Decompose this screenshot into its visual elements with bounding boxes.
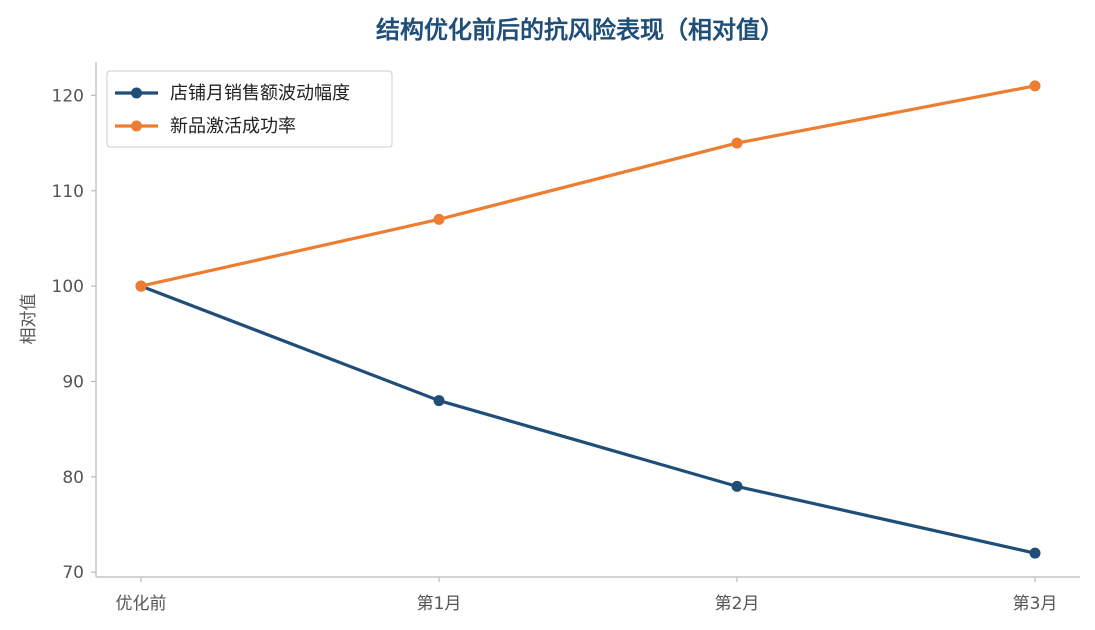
data-point [433, 395, 445, 407]
legend-frame [106, 70, 393, 148]
legend-marker [131, 120, 142, 132]
legend-label: 店铺月销售额波动幅度 [170, 83, 350, 104]
tick-labels: 70 80 90 100 110 120 优化前 第1月 第2月 第3月 [52, 86, 1058, 614]
y-tick-label: 100 [52, 277, 84, 297]
series-1 [135, 280, 1041, 559]
data-point [1029, 547, 1041, 559]
legend-marker [131, 87, 142, 99]
series-2 [135, 80, 1041, 292]
legend-entry: 新品激活成功率 [115, 116, 296, 137]
y-axis-label: 相对值 [19, 294, 39, 345]
data-point [135, 280, 147, 292]
chart-title: 结构优化前后的抗风险表现（相对值） [376, 16, 784, 44]
data-point [1029, 80, 1041, 92]
y-tick-label: 120 [52, 86, 84, 106]
x-tick-label: 第3月 [1013, 594, 1058, 614]
axes [95, 62, 1080, 578]
x-tick-label: 第2月 [715, 594, 760, 614]
series-lines [135, 80, 1041, 559]
data-point [433, 213, 445, 225]
series-line [139, 284, 1037, 555]
x-tick-label: 第1月 [417, 594, 462, 614]
x-tick-label: 优化前 [116, 594, 167, 614]
y-tick-label: 80 [62, 468, 84, 488]
y-tick-label: 70 [62, 563, 84, 583]
legend-label: 新品激活成功率 [170, 116, 296, 137]
data-point [731, 480, 743, 492]
data-point [731, 137, 743, 149]
series-line [139, 84, 1037, 288]
legend-entry: 店铺月销售额波动幅度 [115, 83, 350, 104]
y-tick-label: 90 [62, 372, 84, 392]
y-tick-label: 110 [52, 182, 84, 202]
